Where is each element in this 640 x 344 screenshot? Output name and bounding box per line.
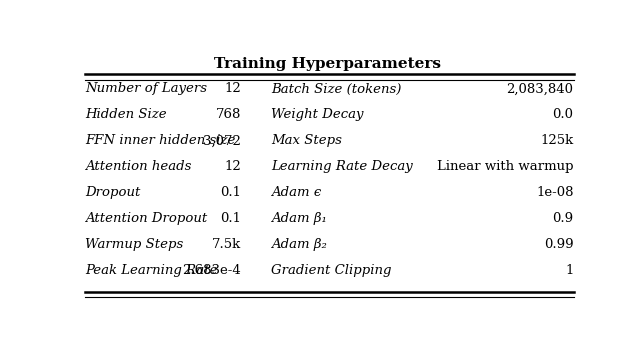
Text: 125k: 125k [540,135,573,147]
Text: 12: 12 [225,83,241,95]
Text: Max Steps: Max Steps [271,135,342,147]
Text: 0.1: 0.1 [220,212,241,225]
Text: Dropout: Dropout [85,186,140,199]
Text: Batch Size (tokens): Batch Size (tokens) [271,83,401,95]
Text: Warmup Steps: Warmup Steps [85,238,183,251]
Text: Adam β₂: Adam β₂ [271,238,327,251]
Text: 0.99: 0.99 [544,238,573,251]
Text: 768: 768 [216,108,241,121]
Text: Hidden Size: Hidden Size [85,108,166,121]
Text: Weight Decay: Weight Decay [271,108,364,121]
Text: 0.1: 0.1 [220,186,241,199]
Text: Training Hyperparameters: Training Hyperparameters [214,57,442,71]
Text: 2,083,840: 2,083,840 [506,83,573,95]
Text: Peak Learning Rate: Peak Learning Rate [85,264,218,277]
Text: 7.5k: 7.5k [212,238,241,251]
Text: Learning Rate Decay: Learning Rate Decay [271,160,413,173]
Text: 0.0: 0.0 [552,108,573,121]
Text: FFN inner hidden size: FFN inner hidden size [85,135,236,147]
Text: Attention Dropout: Attention Dropout [85,212,207,225]
Text: 1e-08: 1e-08 [536,186,573,199]
Text: Adam ϵ: Adam ϵ [271,186,321,199]
Text: Gradient Clipping: Gradient Clipping [271,264,392,277]
Text: 2.683e-4: 2.683e-4 [182,264,241,277]
Text: Linear with warmup: Linear with warmup [437,160,573,173]
Text: Adam β₁: Adam β₁ [271,212,327,225]
Text: 0.9: 0.9 [552,212,573,225]
Text: 3,072: 3,072 [204,135,241,147]
Text: Number of Layers: Number of Layers [85,83,207,95]
Text: 12: 12 [225,160,241,173]
Text: 1: 1 [565,264,573,277]
Text: Attention heads: Attention heads [85,160,191,173]
